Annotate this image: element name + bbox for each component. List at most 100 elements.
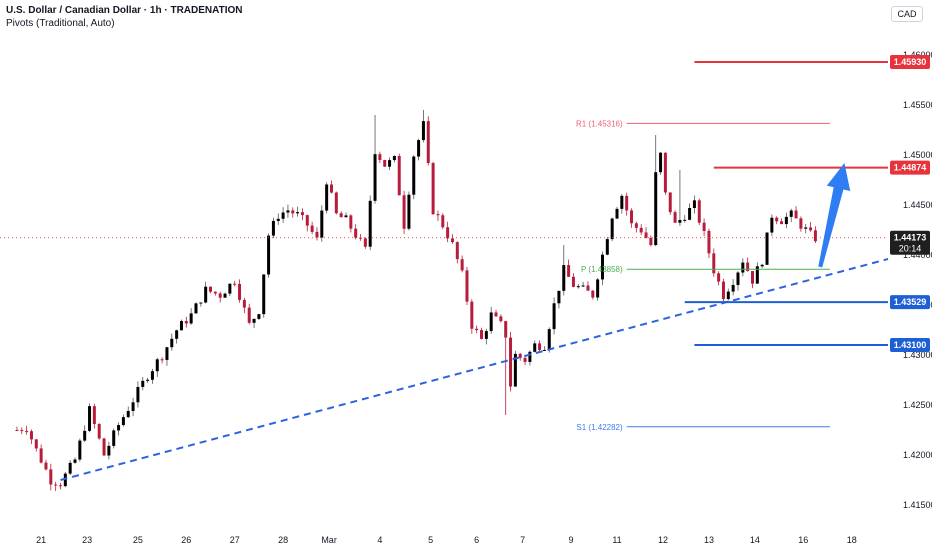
candle-body bbox=[184, 321, 188, 324]
candle-body bbox=[668, 192, 672, 213]
candle-body bbox=[359, 237, 363, 239]
candle-body bbox=[475, 328, 479, 331]
candle-body bbox=[484, 331, 488, 339]
price-axis-tick: 1.41500 bbox=[903, 500, 932, 510]
candle-body bbox=[692, 200, 696, 208]
candle-body bbox=[300, 212, 304, 216]
candle-body bbox=[741, 262, 745, 273]
candle-body bbox=[20, 430, 24, 432]
currency-button[interactable]: CAD bbox=[891, 6, 923, 22]
candle-body bbox=[726, 291, 730, 300]
candle-body bbox=[683, 219, 687, 221]
candle-body bbox=[600, 254, 604, 280]
candle-body bbox=[329, 184, 333, 193]
price-axis-tick: 1.45000 bbox=[903, 150, 932, 160]
candle-body bbox=[383, 159, 387, 167]
support-price-tag bbox=[890, 295, 930, 310]
candle-body bbox=[775, 217, 779, 222]
pivot-label-p: P (1.43858) bbox=[581, 265, 623, 274]
candle-body bbox=[165, 347, 169, 360]
candle-body bbox=[218, 293, 222, 298]
time-axis-tick: 21 bbox=[36, 535, 46, 545]
candle-body bbox=[557, 290, 561, 304]
candle-body bbox=[146, 379, 150, 381]
price-axis-tick: 1.43000 bbox=[903, 350, 932, 360]
indicator-label: Pivots (Traditional, Auto) bbox=[6, 18, 115, 29]
candle-body bbox=[54, 484, 58, 486]
candle-body bbox=[717, 273, 721, 282]
candle-body bbox=[721, 281, 725, 300]
candle-body bbox=[760, 264, 764, 267]
time-axis: 21 23 25 26 27 28 Mar 4 5 6 7 9 11 12 13 14 16 18 bbox=[36, 535, 857, 545]
candle-body bbox=[780, 221, 784, 225]
candle-body bbox=[678, 220, 682, 223]
support-price-label: 1.43100 bbox=[894, 340, 927, 350]
candle-body bbox=[562, 265, 566, 291]
candle-body bbox=[455, 242, 459, 260]
candle-body bbox=[799, 218, 803, 229]
candle-body bbox=[209, 286, 213, 292]
candle-body bbox=[494, 312, 498, 317]
candle-body bbox=[88, 406, 92, 431]
time-axis-tick: 26 bbox=[181, 535, 191, 545]
support-price-tag bbox=[890, 338, 930, 352]
time-axis-tick: Mar bbox=[321, 535, 337, 545]
candle-body bbox=[809, 227, 813, 231]
countdown-label: 20:14 bbox=[899, 244, 922, 254]
candle-body bbox=[533, 343, 537, 352]
candle-body bbox=[751, 271, 755, 284]
candle-body bbox=[538, 343, 542, 350]
upward-target-arrow bbox=[818, 163, 851, 268]
candles-layer bbox=[15, 110, 817, 492]
candle-body bbox=[44, 462, 48, 470]
support-price-label: 1.43529 bbox=[894, 297, 927, 307]
resistance-price-label: 1.45930 bbox=[894, 57, 927, 67]
candle-body bbox=[436, 214, 440, 216]
resistance-price-label: 1.44874 bbox=[894, 163, 927, 173]
candle-body bbox=[204, 286, 208, 303]
candle-body bbox=[170, 338, 174, 348]
candle-body bbox=[731, 284, 735, 292]
candle-body bbox=[267, 235, 271, 275]
candle-body bbox=[117, 425, 121, 431]
candle-body bbox=[417, 140, 421, 157]
candle-body bbox=[460, 259, 464, 271]
candle-body bbox=[784, 216, 788, 225]
chart-title: U.S. Dollar / Canadian Dollar · 1h · TRA… bbox=[6, 5, 243, 16]
candle-body bbox=[634, 223, 638, 228]
candle-body bbox=[644, 232, 648, 238]
candle-body bbox=[363, 238, 367, 247]
candle-body bbox=[63, 473, 67, 487]
candle-body bbox=[804, 227, 808, 229]
resistance-price-tag bbox=[890, 160, 930, 175]
candle-body bbox=[107, 445, 111, 456]
candle-body bbox=[470, 301, 474, 329]
time-axis-tick: 25 bbox=[133, 535, 143, 545]
price-axis-tick: 1.42000 bbox=[903, 450, 932, 460]
candle-body bbox=[320, 210, 324, 238]
candle-body bbox=[199, 302, 203, 304]
candle-body bbox=[373, 154, 377, 201]
candle-body bbox=[407, 194, 411, 229]
candle-body bbox=[257, 314, 261, 319]
time-axis-tick: 16 bbox=[798, 535, 808, 545]
candle-body bbox=[446, 227, 450, 239]
current-price-tag bbox=[890, 230, 930, 255]
current-price-label: 1.44173 bbox=[894, 233, 927, 243]
ascending-trendline bbox=[60, 258, 889, 481]
candle-body bbox=[499, 316, 503, 322]
time-axis-tick: 11 bbox=[612, 535, 621, 545]
candle-body bbox=[712, 253, 716, 274]
candle-body bbox=[39, 448, 43, 463]
candle-body bbox=[528, 351, 532, 362]
candle-body bbox=[392, 155, 396, 161]
candle-body bbox=[388, 160, 392, 167]
candle-body bbox=[513, 353, 517, 387]
price-axis-tick: 1.44000 bbox=[903, 250, 932, 260]
candle-body bbox=[789, 210, 793, 217]
candle-body bbox=[247, 307, 251, 323]
candle-body bbox=[615, 208, 619, 219]
time-axis-tick: 12 bbox=[658, 535, 668, 545]
candle-body bbox=[121, 417, 125, 426]
